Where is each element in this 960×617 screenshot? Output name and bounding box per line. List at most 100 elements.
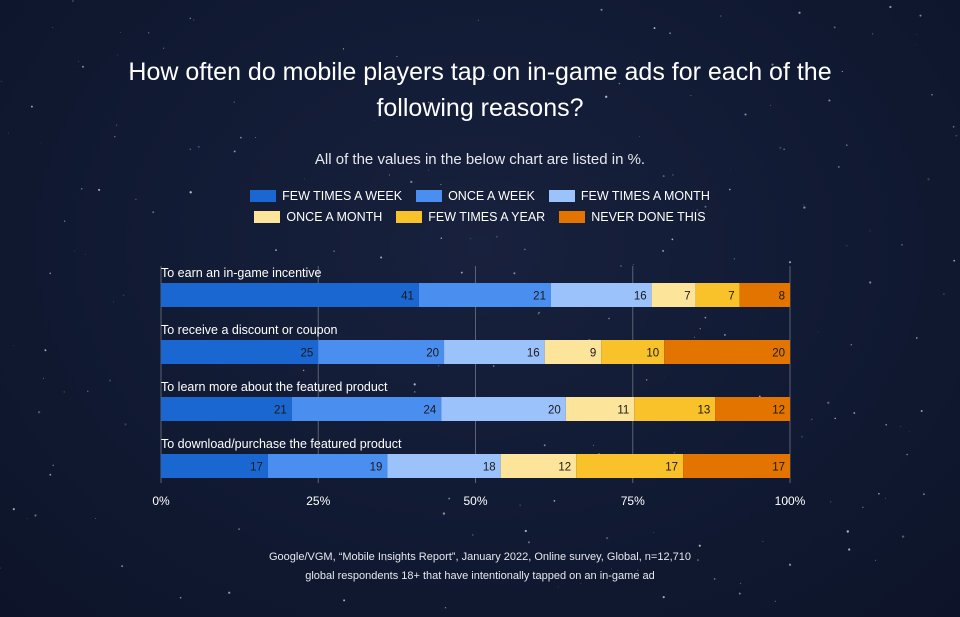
legend-row-1: FEW TIMES A WEEK ONCE A WEEK FEW TIMES A… bbox=[0, 189, 960, 203]
star bbox=[233, 101, 235, 103]
star bbox=[233, 150, 236, 153]
star bbox=[846, 530, 849, 533]
star bbox=[538, 311, 541, 314]
star bbox=[547, 99, 549, 101]
bar-segment bbox=[683, 454, 790, 478]
star bbox=[114, 136, 116, 138]
star bbox=[798, 11, 801, 14]
x-tick-label: 50% bbox=[463, 494, 487, 508]
star bbox=[952, 125, 955, 128]
bar-value-label: 9 bbox=[590, 348, 596, 360]
star bbox=[803, 204, 805, 206]
star bbox=[771, 63, 774, 66]
bar-segment bbox=[664, 340, 790, 364]
star bbox=[827, 401, 830, 404]
star bbox=[788, 261, 792, 264]
star bbox=[194, 445, 196, 447]
star bbox=[444, 607, 447, 609]
star bbox=[448, 497, 451, 500]
star bbox=[414, 391, 416, 393]
bar-segment bbox=[634, 397, 716, 421]
star bbox=[179, 596, 182, 599]
star bbox=[115, 124, 118, 126]
x-tick-label: 75% bbox=[621, 494, 645, 508]
bar-segment bbox=[715, 397, 790, 421]
star bbox=[906, 453, 908, 456]
star bbox=[49, 272, 52, 275]
star bbox=[849, 344, 851, 346]
star bbox=[728, 188, 731, 191]
star bbox=[885, 497, 886, 499]
star bbox=[95, 517, 97, 519]
star bbox=[124, 423, 127, 426]
star bbox=[927, 178, 930, 181]
star bbox=[915, 337, 918, 339]
legend-label: ONCE A WEEK bbox=[448, 189, 535, 203]
star bbox=[255, 137, 257, 138]
star bbox=[342, 48, 345, 50]
star bbox=[593, 444, 595, 446]
star bbox=[319, 390, 322, 393]
star bbox=[916, 34, 917, 36]
star bbox=[524, 248, 526, 251]
star bbox=[385, 559, 388, 562]
bar-value-label: 17 bbox=[250, 462, 263, 474]
star bbox=[848, 548, 851, 551]
category-label: To download/purchase the featured produc… bbox=[161, 437, 402, 451]
star bbox=[121, 565, 124, 568]
star bbox=[803, 206, 806, 209]
legend-swatch bbox=[250, 190, 277, 202]
bar-value-label: 7 bbox=[684, 291, 690, 303]
star bbox=[639, 136, 641, 138]
star bbox=[152, 211, 155, 214]
star bbox=[690, 94, 692, 96]
bar-value-label: 12 bbox=[558, 462, 571, 474]
bar-value-label: 19 bbox=[370, 462, 383, 474]
star bbox=[177, 326, 179, 328]
star bbox=[396, 193, 398, 195]
legend-item-never-done-this: NEVER DONE THIS bbox=[559, 210, 706, 224]
star bbox=[901, 535, 905, 538]
bar-value-label: 10 bbox=[646, 348, 659, 360]
star bbox=[611, 568, 612, 570]
star bbox=[378, 114, 381, 117]
bar-value-label: 18 bbox=[483, 462, 496, 474]
bar-value-label: 7 bbox=[728, 291, 734, 303]
star bbox=[723, 333, 726, 336]
star bbox=[98, 188, 101, 191]
star bbox=[52, 27, 54, 28]
star bbox=[163, 47, 165, 49]
star bbox=[460, 271, 463, 274]
star bbox=[470, 238, 472, 240]
star bbox=[84, 253, 86, 255]
bar-value-label: 13 bbox=[697, 405, 710, 417]
star bbox=[696, 559, 700, 562]
star bbox=[474, 74, 476, 76]
star bbox=[846, 245, 848, 247]
star bbox=[427, 101, 430, 104]
star bbox=[871, 33, 874, 35]
bar-value-label: 17 bbox=[665, 462, 678, 474]
star bbox=[49, 473, 52, 476]
star bbox=[770, 105, 771, 106]
star bbox=[113, 301, 114, 303]
star bbox=[662, 249, 665, 252]
x-tick-label: 100% bbox=[775, 494, 806, 508]
bar-value-label: 25 bbox=[300, 348, 313, 360]
star bbox=[786, 500, 788, 503]
bar-value-label: 16 bbox=[634, 291, 647, 303]
bar-segment bbox=[267, 454, 388, 478]
bar-segment bbox=[161, 340, 319, 364]
star bbox=[388, 174, 391, 176]
star bbox=[739, 582, 742, 585]
star bbox=[915, 44, 917, 46]
star bbox=[662, 596, 665, 599]
star bbox=[440, 237, 443, 239]
legend-swatch bbox=[396, 211, 423, 223]
bar-segment bbox=[444, 340, 545, 364]
legend-swatch bbox=[548, 190, 575, 202]
star bbox=[744, 113, 747, 116]
star bbox=[923, 493, 925, 496]
legend-label: FEW TIMES A YEAR bbox=[428, 210, 546, 224]
star bbox=[850, 344, 853, 346]
